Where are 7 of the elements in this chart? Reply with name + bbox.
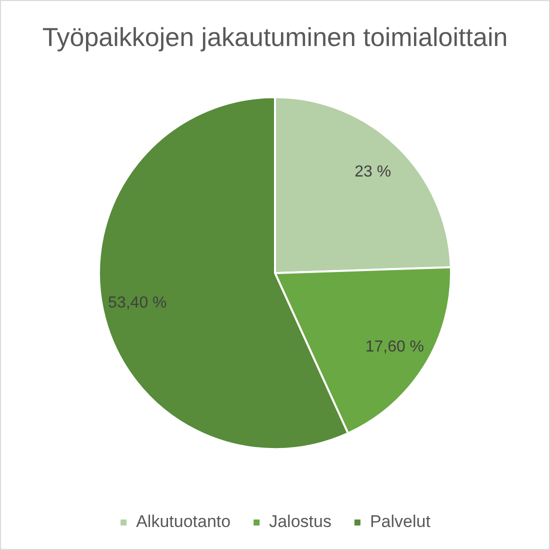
data-label: 53,40 % <box>108 294 167 312</box>
legend-label: Jalostus <box>269 512 332 532</box>
data-label: 17,60 % <box>365 338 424 356</box>
legend-label: Alkutuotanto <box>136 512 231 532</box>
chart-title: Työpaikkojen jakautuminen toimialoittain <box>42 22 508 52</box>
legend-label: Palvelut <box>370 512 431 532</box>
data-label: 23 % <box>354 163 392 180</box>
